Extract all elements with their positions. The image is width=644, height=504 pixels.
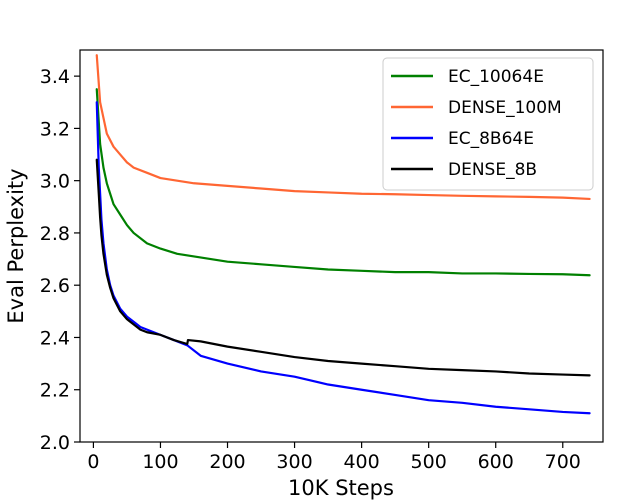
- x-tick-label: 200: [209, 451, 245, 473]
- legend-label: EC_8B64E: [448, 129, 534, 149]
- x-tick-label: 0: [87, 451, 99, 473]
- y-tick-label: 2.4: [40, 327, 70, 349]
- x-tick-label: 500: [411, 451, 447, 473]
- series-line-dense-8b: [95, 158, 591, 377]
- y-tick-label: 2.2: [40, 380, 70, 402]
- x-tick-label: 600: [478, 451, 514, 473]
- series-layer: [95, 54, 591, 415]
- y-tick-label: 2.8: [40, 223, 70, 245]
- legend-label: EC_10064E: [448, 67, 544, 87]
- series-line-dense-100m: [95, 54, 591, 201]
- y-axis-ticks: 2.0 2.2 2.4 2.6 2.8 3.0 3.2 3.4: [40, 66, 80, 454]
- x-tick-label: 300: [276, 451, 312, 473]
- y-tick-label: 3.0: [40, 171, 70, 193]
- legend: EC_10064E DENSE_100M EC_8B64E DENSE_8B: [382, 57, 594, 191]
- y-tick-label: 2.6: [40, 275, 70, 297]
- x-axis-ticks: 0 100 200 300 400 500 600 700: [87, 442, 581, 473]
- y-tick-label: 2.0: [40, 432, 70, 454]
- x-tick-label: 700: [545, 451, 581, 473]
- y-axis-label: Eval Perplexity: [4, 168, 28, 323]
- legend-label: DENSE_100M: [448, 98, 562, 118]
- x-axis-label: 10K Steps: [288, 476, 394, 500]
- x-tick-label: 100: [142, 451, 178, 473]
- y-tick-label: 3.2: [40, 118, 70, 140]
- legend-frame: [382, 57, 594, 191]
- y-tick-label: 3.4: [40, 66, 70, 88]
- x-tick-label: 400: [343, 451, 379, 473]
- series-line-ec-10064e: [95, 88, 591, 277]
- legend-label: DENSE_8B: [448, 160, 537, 180]
- plot-frame: [79, 49, 604, 443]
